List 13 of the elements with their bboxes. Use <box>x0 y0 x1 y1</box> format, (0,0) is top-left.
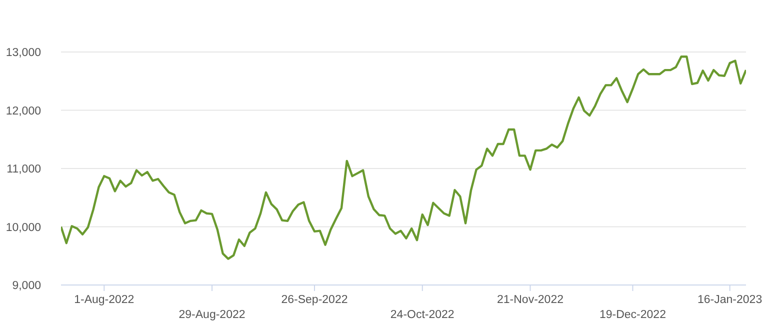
x-tick-label: 19-Dec-2022 <box>599 309 666 322</box>
x-tick-label: 21-Nov-2022 <box>497 294 564 306</box>
y-tick-label: 9,000 <box>12 280 41 292</box>
y-tick-label: 11,000 <box>6 164 41 176</box>
x-tick-label: 24-Oct-2022 <box>390 309 454 322</box>
y-tick-label: 12,000 <box>6 105 41 118</box>
x-tick-label: 29-Aug-2022 <box>178 309 246 322</box>
x-tick-label: 26-Sep-2022 <box>281 294 348 306</box>
line-series <box>61 56 746 260</box>
y-tick-label: 13,000 <box>6 47 41 60</box>
x-tick-label: 1-Aug-2022 <box>74 294 134 306</box>
y-tick-label: 10,000 <box>6 222 41 234</box>
x-tick-label: 16-Jan-2023 <box>698 294 762 306</box>
